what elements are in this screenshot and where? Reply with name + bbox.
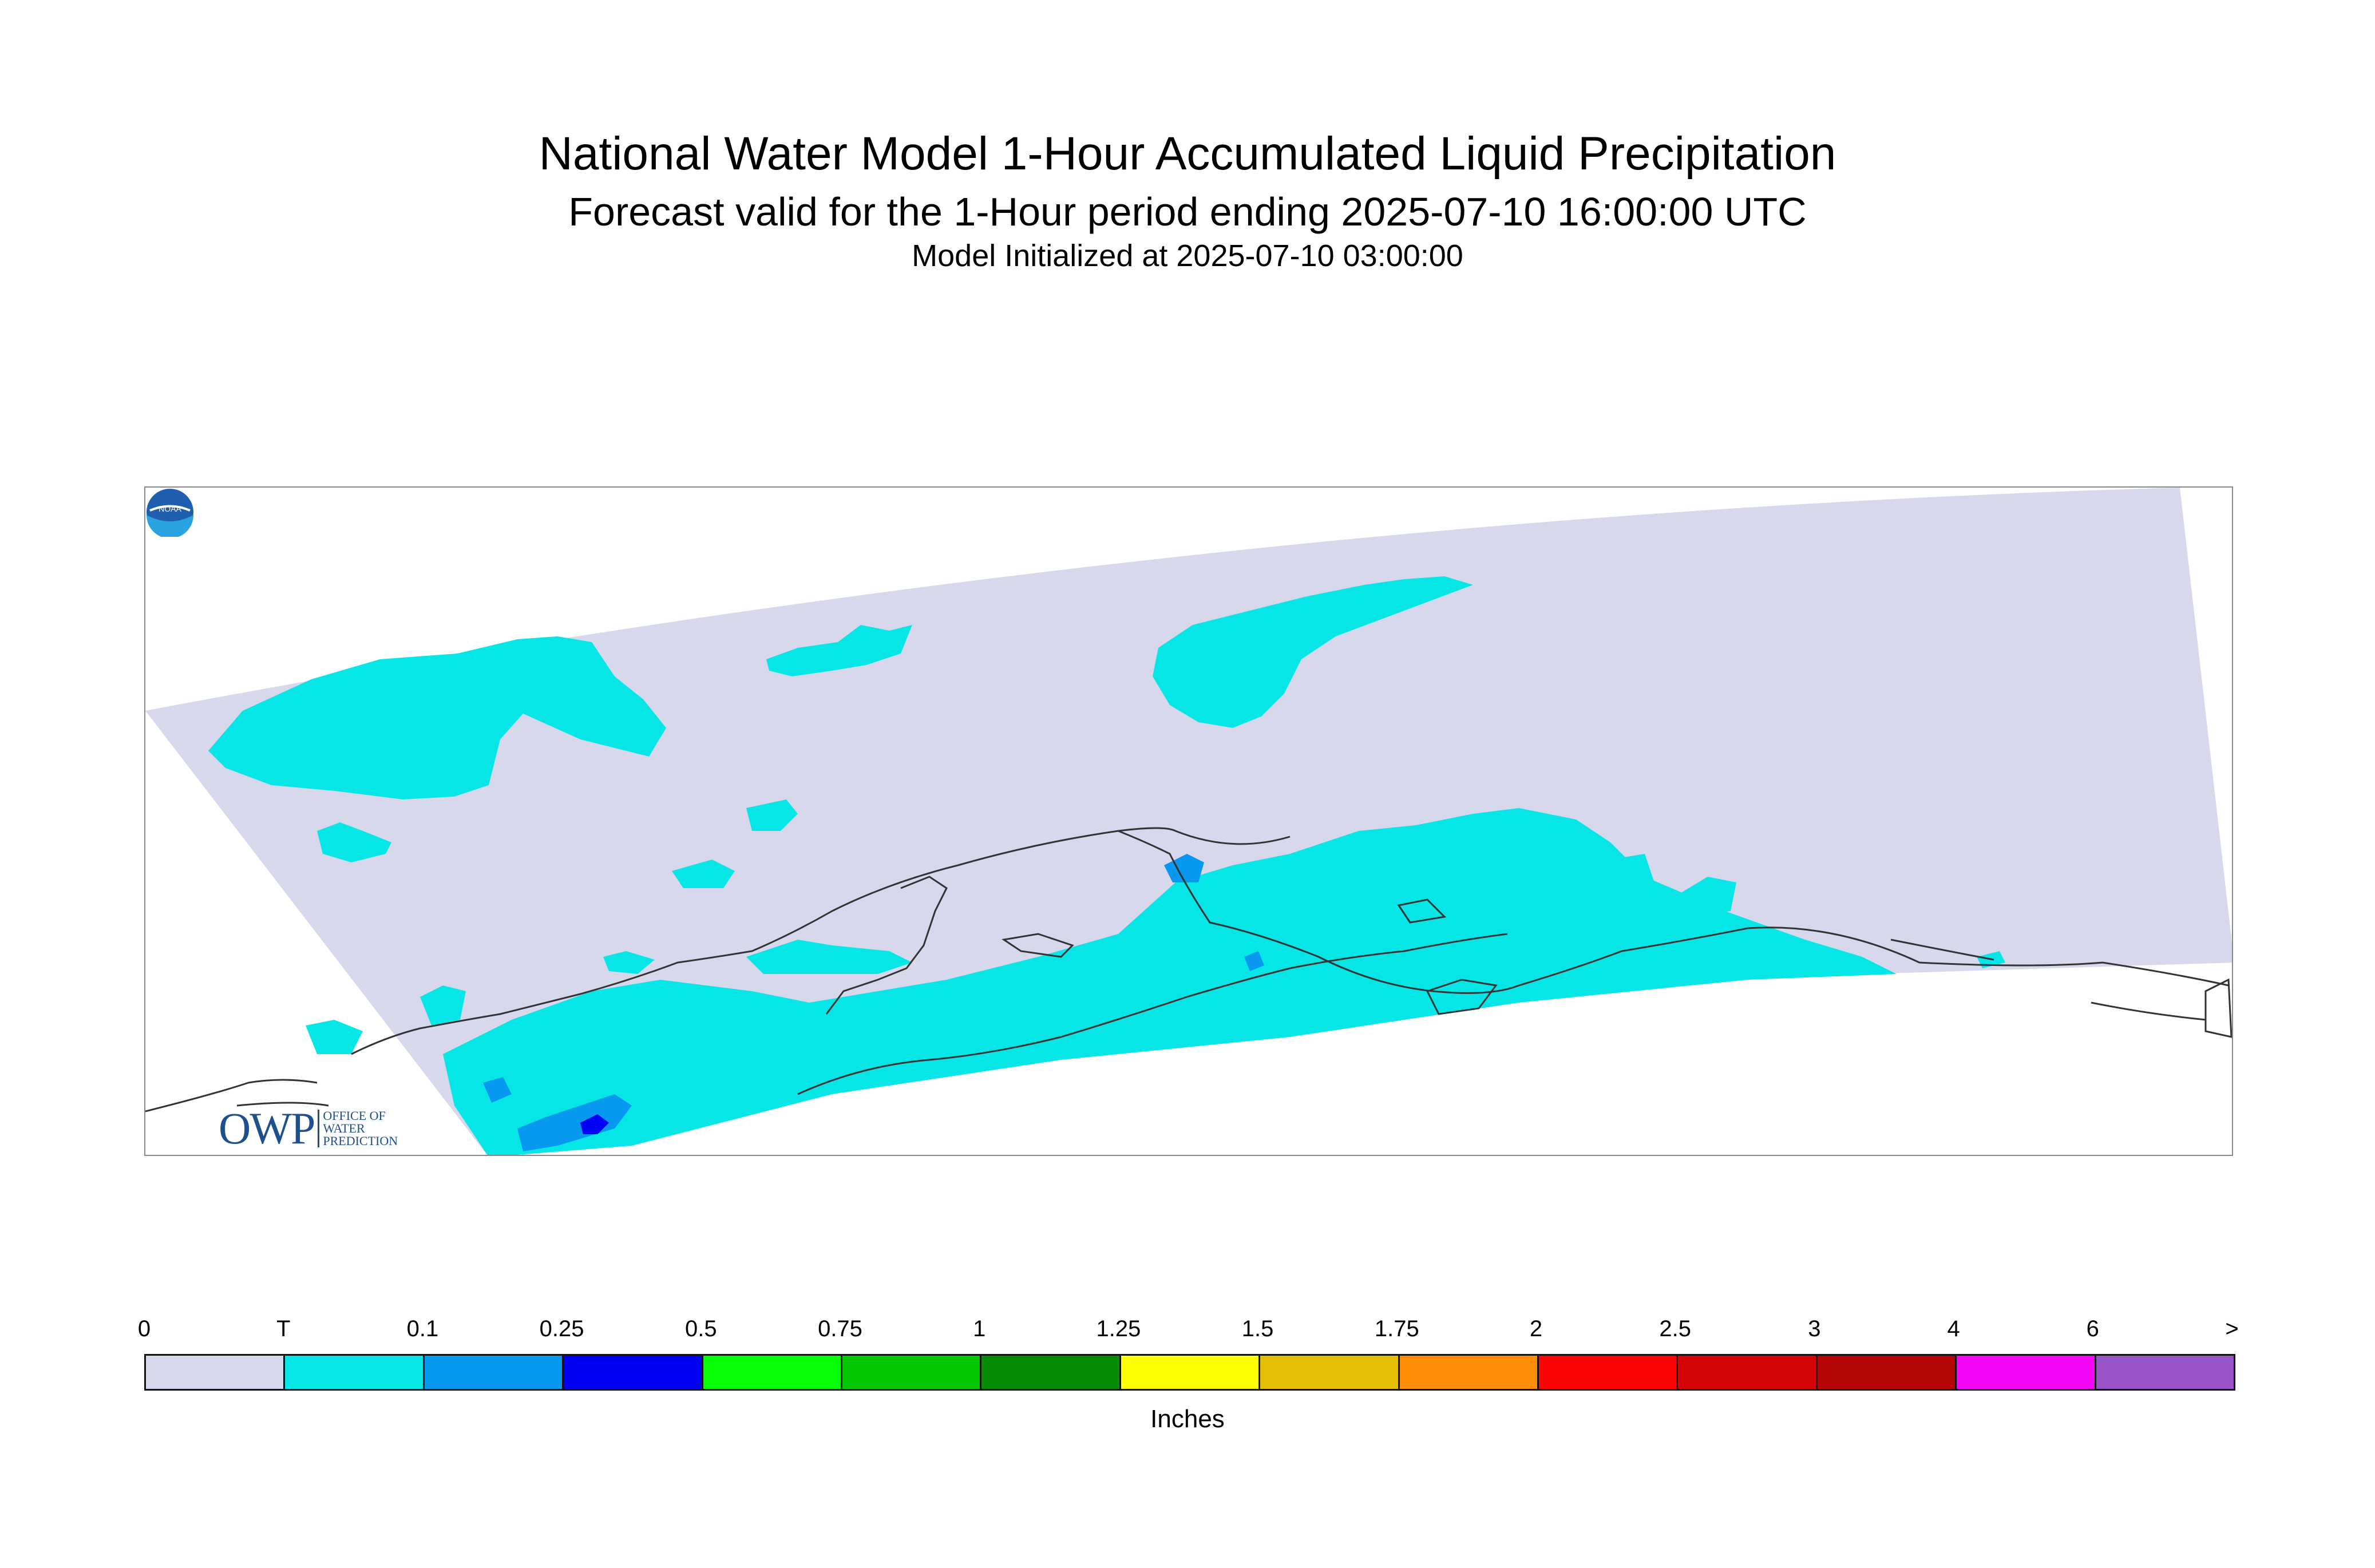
color-legend-bar bbox=[144, 1354, 2235, 1391]
coastlines bbox=[145, 827, 2232, 1112]
owp-logo: OWP Office of Water Prediction bbox=[219, 1103, 398, 1154]
model-init-line: Model Initialized at 2025-07-10 03:00:00 bbox=[912, 239, 1463, 273]
legend-tick-label: 3 bbox=[1808, 1316, 1821, 1341]
legend-swatch bbox=[1539, 1356, 1679, 1389]
legend-swatch bbox=[2096, 1356, 2234, 1389]
legend-swatch bbox=[564, 1356, 703, 1389]
legend-tick-label: 2 bbox=[1529, 1316, 1543, 1341]
precipitation-map: OWP Office of Water Prediction NOAA bbox=[144, 486, 2233, 1156]
legend-tick-label: T bbox=[276, 1316, 291, 1341]
owp-logo-mark: OWP bbox=[219, 1103, 315, 1153]
legend-swatch bbox=[424, 1356, 564, 1389]
map-canvas bbox=[145, 488, 2232, 1155]
map-subtitle: Forecast valid for the 1-Hour period end… bbox=[568, 189, 1807, 234]
legend-tick-label: 0.75 bbox=[818, 1316, 862, 1341]
owp-line-2: Water bbox=[323, 1121, 365, 1135]
trace-precip-areas bbox=[208, 576, 2005, 1155]
legend-tick-label: 0 bbox=[137, 1316, 151, 1341]
legend-tick-label: 4 bbox=[1947, 1316, 1960, 1341]
legend-tick-label: 1.5 bbox=[1241, 1316, 1274, 1341]
legend-swatch bbox=[1121, 1356, 1261, 1389]
legend-swatch bbox=[1957, 1356, 2096, 1389]
legend-tick-label: 6 bbox=[2086, 1316, 2099, 1341]
legend-swatch bbox=[1399, 1356, 1539, 1389]
map-title: National Water Model 1-Hour Accumulated … bbox=[539, 128, 1836, 180]
legend-tick-label: 0.1 bbox=[406, 1316, 439, 1341]
legend-swatch bbox=[1678, 1356, 1818, 1389]
noaa-logo-text: NOAA bbox=[159, 504, 181, 513]
legend-tick-labels: 0 T 0.1 0.25 0.5 0.75 1 1.25 1.5 1.75 2 2.5 3 4 6 > bbox=[0, 1316, 2375, 1351]
owp-line-3: Prediction bbox=[323, 1134, 398, 1148]
legend-tick-label: 0.25 bbox=[539, 1316, 584, 1341]
legend-tick-label: 0.5 bbox=[684, 1316, 717, 1341]
legend-tick-label: 2.5 bbox=[1659, 1316, 1691, 1341]
legend-swatch bbox=[1260, 1356, 1400, 1389]
noaa-logo-icon: NOAA bbox=[147, 489, 193, 537]
legend-tick-label: 1 bbox=[973, 1316, 986, 1341]
owp-logo-text: Office of Water Prediction bbox=[318, 1110, 398, 1147]
legend-units-label: Inches bbox=[1150, 1405, 1225, 1433]
legend-swatch bbox=[146, 1356, 286, 1389]
legend-tick-label: > bbox=[2225, 1316, 2239, 1341]
legend-tick-label: 1.75 bbox=[1374, 1316, 1419, 1341]
legend-swatch bbox=[1817, 1356, 1957, 1389]
legend-swatch bbox=[285, 1356, 425, 1389]
moderate-precip-areas bbox=[580, 1114, 609, 1134]
legend-swatch bbox=[703, 1356, 843, 1389]
legend-swatch bbox=[842, 1356, 982, 1389]
legend-swatch bbox=[981, 1356, 1121, 1389]
legend-tick-label: 1.25 bbox=[1096, 1316, 1141, 1341]
owp-line-1: Office of bbox=[323, 1108, 386, 1123]
